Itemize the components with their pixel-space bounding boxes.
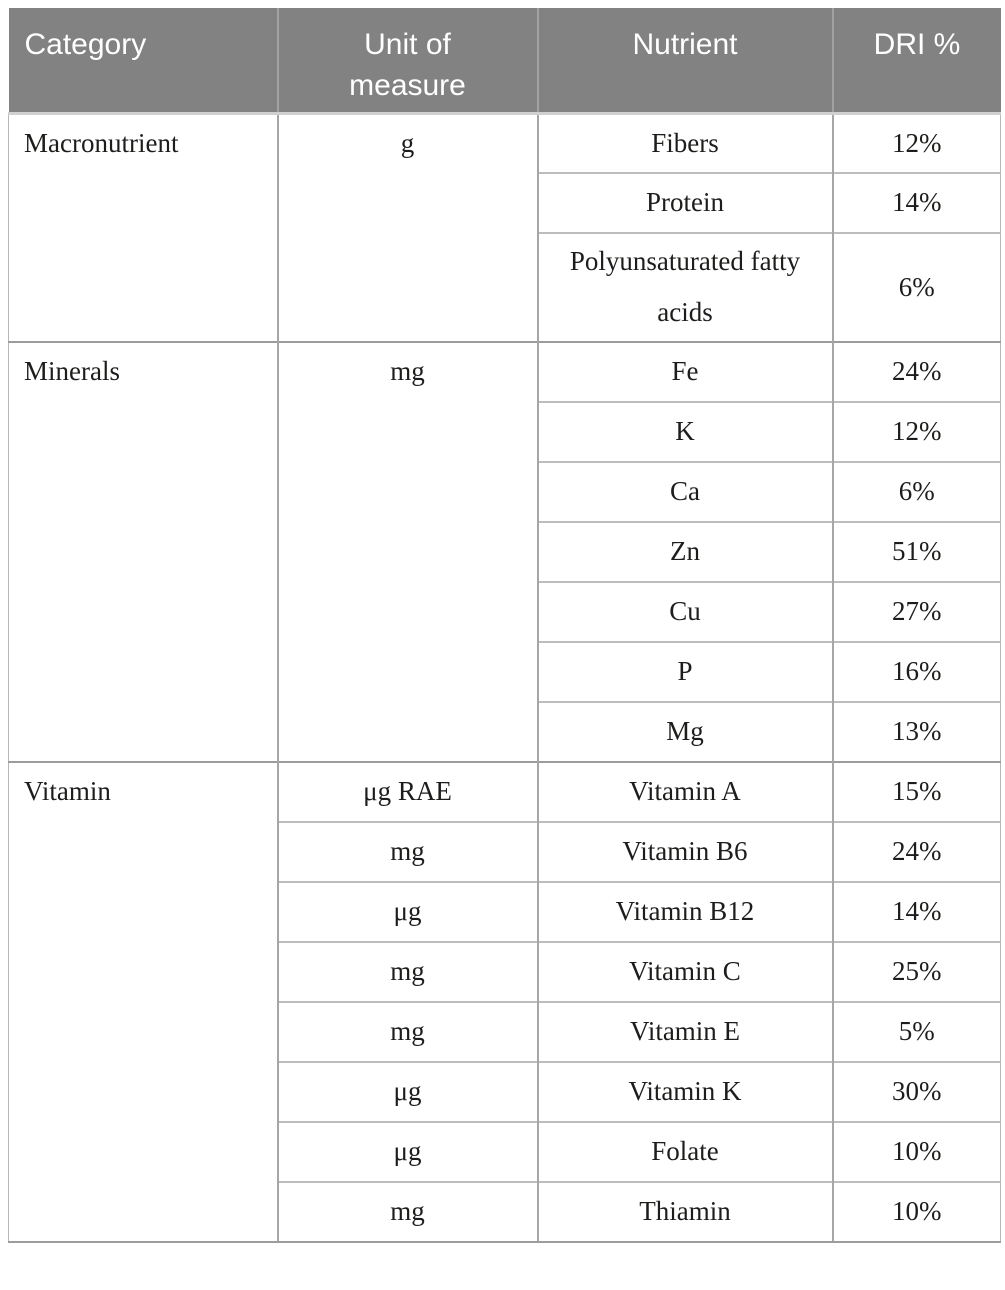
dri-cell: 6% <box>831 460 1001 522</box>
nutrient-cell: Vitamin K <box>536 1060 833 1122</box>
unit-cell: mg <box>276 340 538 762</box>
dri-cell: 30% <box>831 1060 1001 1122</box>
dri-table: Category Unit of measure Nutrient DRI % … <box>8 8 1001 1243</box>
unit-cell: mg <box>276 1180 538 1243</box>
table-row: μg Vitamin K 30% <box>9 1060 1001 1122</box>
table-header: Category Unit of measure Nutrient DRI % <box>8 8 1001 115</box>
dri-cell: 24% <box>831 340 1001 402</box>
nutrient-cell: P <box>536 640 833 702</box>
dri-cell: 12% <box>831 113 1001 173</box>
nutrient-cell: Fibers <box>536 113 833 173</box>
table-row: Cu 27% <box>9 580 1001 642</box>
dri-cell: 12% <box>831 400 1001 462</box>
dri-cell: 24% <box>831 820 1001 882</box>
unit-cell: μg <box>276 880 538 942</box>
category-cell: Minerals <box>8 340 278 762</box>
unit-cell: μg <box>276 1120 538 1182</box>
nutrient-cell: Thiamin <box>536 1180 833 1243</box>
unit-cell: mg <box>276 940 538 1002</box>
column-header-unit-of-measure: Unit of measure <box>276 8 538 115</box>
nutrient-cell: Vitamin E <box>536 1000 833 1062</box>
nutrient-cell: Polyunsaturated fatty acids <box>536 232 833 342</box>
column-header-nutrient: Nutrient <box>536 8 833 115</box>
table-row: μg Vitamin B12 14% <box>9 880 1001 942</box>
column-header-dri-percent: DRI % <box>831 8 1001 115</box>
unit-cell: μg RAE <box>276 760 538 822</box>
dri-cell: 13% <box>831 700 1001 762</box>
dri-cell: 16% <box>831 640 1001 702</box>
category-cell: Vitamin <box>8 760 278 1243</box>
dri-cell: 27% <box>831 580 1001 642</box>
nutrient-cell: Mg <box>536 700 833 762</box>
dri-cell: 14% <box>831 172 1001 233</box>
nutrient-cell: Vitamin B12 <box>536 880 833 942</box>
dri-cell: 6% <box>831 232 1001 342</box>
unit-cell: mg <box>276 820 538 882</box>
nutrient-cell: Fe <box>536 340 833 402</box>
table-row: Ca 6% <box>9 460 1001 522</box>
category-cell: Macronutrient <box>8 113 278 342</box>
nutrient-cell: Protein <box>536 172 833 233</box>
unit-cell: g <box>276 113 538 342</box>
nutrient-cell: Vitamin B6 <box>536 820 833 882</box>
dri-cell: 10% <box>831 1120 1001 1182</box>
nutrient-cell: Cu <box>536 580 833 642</box>
dri-cell: 15% <box>831 760 1001 822</box>
table-row: mg Thiamin 10% <box>9 1180 1001 1243</box>
table-row: mg Vitamin C 25% <box>9 940 1001 1002</box>
table-row: Minerals mg Fe 24% <box>8 340 1001 762</box>
header-row: Category Unit of measure Nutrient DRI % <box>8 8 1001 115</box>
nutrient-cell: Ca <box>536 460 833 522</box>
unit-cell: μg <box>276 1060 538 1122</box>
dri-cell: 5% <box>831 1000 1001 1062</box>
table-body: Macronutrient g Fibers 12% Protein 14% Polyuns… <box>8 113 1001 1243</box>
table-row: μg Folate 10% <box>9 1120 1001 1182</box>
table-row: mg Vitamin E 5% <box>9 1000 1001 1062</box>
table-row: P 16% <box>9 640 1001 702</box>
table-row: Polyunsaturated fatty acids 6% <box>9 232 1001 342</box>
table-row: mg Vitamin B6 24% <box>9 820 1001 882</box>
column-header-category: Category <box>8 8 278 115</box>
page: Category Unit of measure Nutrient DRI % … <box>8 8 1001 1243</box>
table-row: Zn 51% <box>9 520 1001 582</box>
table-row: Macronutrient g Fibers 12% <box>8 113 1001 342</box>
nutrient-cell: K <box>536 400 833 462</box>
unit-cell: mg <box>276 1000 538 1062</box>
dri-cell: 10% <box>831 1180 1001 1243</box>
table-row: Mg 13% <box>9 700 1001 762</box>
table-row: Vitamin μg RAE Vitamin A 15% <box>8 760 1001 1243</box>
nutrient-cell: Zn <box>536 520 833 582</box>
nutrient-cell: Vitamin C <box>536 940 833 1002</box>
nutrient-cell: Vitamin A <box>536 760 833 822</box>
table-row: Protein 14% <box>9 172 1001 233</box>
dri-cell: 25% <box>831 940 1001 1002</box>
dri-cell: 14% <box>831 880 1001 942</box>
nutrient-cell: Folate <box>536 1120 833 1182</box>
table-row: K 12% <box>9 400 1001 462</box>
dri-cell: 51% <box>831 520 1001 582</box>
